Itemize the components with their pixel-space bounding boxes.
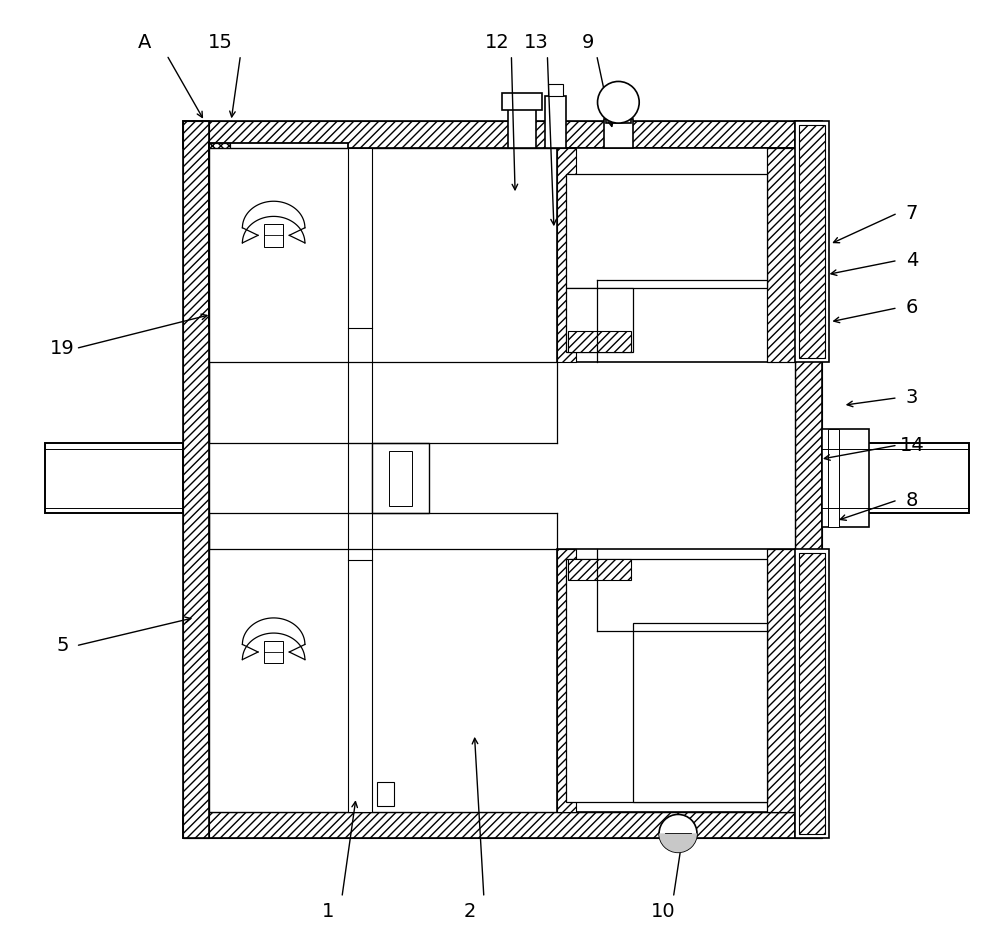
Bar <box>568 559 631 580</box>
Bar <box>264 641 283 664</box>
Bar <box>183 121 209 838</box>
Bar <box>345 596 362 667</box>
Bar <box>557 549 795 812</box>
Bar <box>230 718 345 735</box>
Bar <box>795 121 822 838</box>
Bar <box>209 143 230 328</box>
Bar <box>548 84 563 96</box>
Bar <box>389 451 412 506</box>
Bar <box>767 549 795 812</box>
Bar <box>345 179 362 250</box>
Bar <box>799 553 825 834</box>
Bar <box>502 93 542 110</box>
Circle shape <box>659 814 697 852</box>
Bar <box>209 560 230 744</box>
Bar <box>209 143 348 328</box>
Bar <box>557 148 576 362</box>
Bar <box>183 121 209 838</box>
Text: 14: 14 <box>900 436 924 455</box>
Bar <box>230 718 345 735</box>
Bar <box>348 148 372 812</box>
Text: 15: 15 <box>208 33 233 52</box>
Text: 7: 7 <box>906 204 918 223</box>
Bar <box>795 121 829 362</box>
Bar <box>566 559 767 802</box>
Bar <box>822 443 969 513</box>
Text: 10: 10 <box>651 902 675 920</box>
Text: 9: 9 <box>582 33 594 52</box>
Bar <box>545 96 566 148</box>
Text: 19: 19 <box>50 339 75 358</box>
Bar <box>566 288 633 352</box>
Bar <box>230 152 345 318</box>
Bar <box>604 119 633 148</box>
Text: 1: 1 <box>321 902 334 920</box>
Wedge shape <box>659 833 697 852</box>
Circle shape <box>598 81 639 123</box>
Bar <box>822 429 869 527</box>
Bar <box>377 782 394 806</box>
Bar <box>183 812 822 838</box>
Bar <box>230 569 345 586</box>
Bar <box>183 812 822 838</box>
Text: 5: 5 <box>56 636 69 655</box>
Bar <box>209 148 795 812</box>
Bar <box>209 143 230 328</box>
Bar <box>767 148 795 362</box>
Bar <box>372 443 429 513</box>
Bar <box>767 148 795 362</box>
Bar <box>209 560 230 744</box>
Text: 2: 2 <box>464 902 476 920</box>
Bar <box>45 443 183 513</box>
Bar <box>230 152 345 170</box>
Text: 4: 4 <box>906 251 918 270</box>
Text: 8: 8 <box>906 491 918 509</box>
Bar <box>557 148 576 362</box>
Text: 13: 13 <box>524 33 548 52</box>
Bar <box>568 331 631 352</box>
Bar <box>799 125 825 358</box>
Text: 6: 6 <box>906 298 918 317</box>
Bar <box>230 569 345 586</box>
Bar <box>606 99 631 123</box>
Bar <box>230 301 345 318</box>
Bar <box>209 560 348 744</box>
Text: A: A <box>138 33 152 52</box>
Bar <box>795 549 829 838</box>
Bar <box>230 152 345 170</box>
Bar <box>230 301 345 318</box>
Text: 12: 12 <box>485 33 510 52</box>
Bar <box>183 121 822 148</box>
Bar <box>557 549 576 812</box>
Bar <box>183 121 822 148</box>
Bar <box>566 174 767 288</box>
Bar <box>557 549 576 812</box>
Bar <box>230 569 345 735</box>
Bar <box>508 98 536 148</box>
Bar <box>264 223 283 247</box>
Text: 3: 3 <box>906 388 918 407</box>
Bar <box>557 148 795 362</box>
Bar <box>795 121 822 838</box>
Bar <box>767 549 795 812</box>
Bar <box>828 429 839 527</box>
Bar <box>633 623 767 802</box>
